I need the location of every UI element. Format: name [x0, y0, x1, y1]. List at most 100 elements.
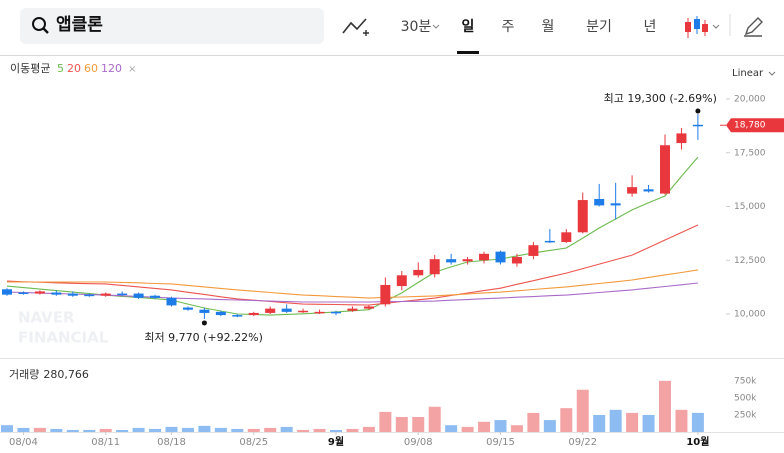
candle-body	[429, 259, 440, 275]
candle-body	[511, 257, 522, 264]
legend-entry: 20	[67, 62, 81, 75]
candle-body	[34, 291, 45, 294]
dropdown-caret	[712, 24, 720, 29]
volume-bar	[412, 417, 425, 432]
candle-body	[232, 315, 243, 317]
volume-bar	[642, 414, 655, 432]
candle-body	[660, 145, 670, 194]
candle-body	[2, 289, 12, 295]
y-tick-label: 20,000	[734, 95, 766, 105]
candle-body	[51, 292, 62, 295]
volume-bar	[66, 429, 79, 432]
candle-body	[643, 189, 654, 192]
volume-bar	[346, 428, 359, 432]
volume-bar	[165, 426, 178, 432]
volume-bar	[494, 420, 507, 432]
volume-bar	[297, 429, 310, 432]
selected-underline	[457, 51, 479, 54]
candle-body	[462, 259, 473, 262]
volume-bar	[247, 428, 260, 432]
candle-body	[248, 312, 259, 316]
period-tab[interactable]: 주	[502, 19, 515, 35]
min-marker	[201, 320, 207, 326]
volume-bar	[461, 426, 474, 432]
scale-mode[interactable]: Linear	[732, 68, 764, 79]
candle-body	[199, 309, 210, 313]
volume-bar	[214, 427, 227, 432]
candle-body	[594, 198, 605, 206]
candle-body	[692, 124, 703, 127]
period-tab[interactable]: 일	[462, 19, 475, 35]
period-tab[interactable]: 분기	[586, 19, 612, 35]
volume-tick-label: 750k	[734, 376, 757, 386]
candle-body	[215, 311, 226, 316]
volume-legend: 거래량 280,766	[9, 368, 89, 381]
watermark: NAVER	[18, 309, 75, 327]
x-tick-label: 08/18	[157, 437, 186, 448]
period-tab[interactable]: 년	[644, 19, 657, 35]
candle-body	[265, 308, 276, 313]
volume-bar	[675, 409, 688, 432]
search-text: 앱클론	[56, 14, 103, 35]
legend-entry: 120	[101, 62, 122, 75]
candle-body	[479, 253, 490, 261]
moving-average-line	[7, 269, 698, 299]
x-tick-label: 08/11	[91, 437, 120, 448]
volume-bar	[593, 414, 606, 432]
y-tick-label: 17,500	[734, 148, 766, 158]
x-tick-label: 09/15	[486, 437, 515, 448]
candle-body	[347, 308, 358, 311]
x-tick-label: 08/04	[9, 437, 38, 448]
volume-bar	[395, 417, 408, 432]
candle-body	[331, 311, 341, 314]
candle-body	[528, 245, 539, 256]
candle-body	[446, 259, 457, 263]
search-icon-handle	[42, 27, 49, 34]
volume-bar	[264, 427, 277, 432]
draw-line-icon[interactable]	[342, 18, 367, 34]
watermark: FINANCIAL	[18, 329, 109, 347]
icon-body	[694, 19, 700, 29]
volume-bar	[198, 425, 211, 432]
volume-bar	[379, 411, 392, 432]
volume-bar	[149, 428, 162, 432]
candle-body	[150, 295, 161, 298]
icon-body	[685, 22, 691, 32]
volume-bar	[478, 421, 491, 432]
volume-bar	[132, 427, 145, 432]
pencil-icon[interactable]	[744, 17, 763, 37]
candle-body	[166, 297, 177, 306]
x-tick-label: 09/08	[404, 437, 433, 448]
candle-body	[67, 293, 78, 296]
moving-average-line	[6, 224, 699, 306]
volume-bar	[428, 406, 441, 432]
volume-bar	[50, 428, 63, 432]
candle-type-icon[interactable]	[685, 16, 720, 38]
candle-body	[133, 293, 144, 298]
x-tick-label: 10월	[686, 436, 709, 448]
last-price-label: 18,780	[734, 121, 766, 131]
x-tick-label: 09/22	[568, 437, 597, 448]
volume-bar	[510, 425, 523, 432]
period-tab[interactable]: 30분	[401, 19, 432, 35]
volume-bar	[543, 420, 556, 432]
volume-bar	[280, 426, 293, 432]
volume-tick-label: 500k	[734, 393, 757, 403]
candle-body	[314, 311, 325, 314]
legend-close[interactable]: ×	[128, 64, 136, 75]
volume-name: 거래량	[9, 368, 39, 381]
y-tick-label: 15,000	[734, 202, 766, 212]
draw-line-plus	[363, 30, 369, 36]
volume-last: 280,766	[43, 368, 89, 381]
candle-body	[396, 275, 407, 287]
candle-body	[298, 310, 309, 313]
candle-body	[610, 203, 621, 206]
max-marker	[695, 108, 701, 114]
candle-body	[84, 294, 95, 297]
volume-tick-label: 250k	[734, 410, 757, 420]
period-tab[interactable]: 월	[542, 19, 555, 35]
search-box[interactable]	[20, 8, 324, 44]
candle-body	[363, 306, 374, 309]
